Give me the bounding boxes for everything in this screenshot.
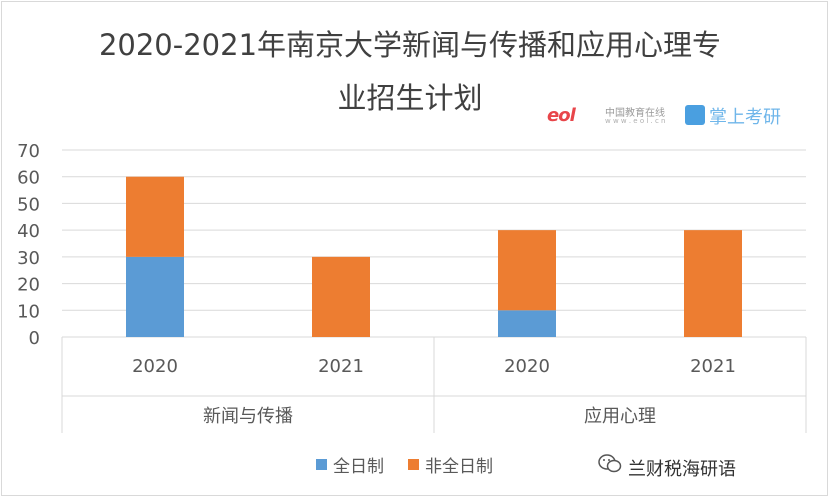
bar-full-time: [498, 310, 556, 337]
legend-item-full-time: 全日制: [316, 452, 384, 477]
y-tick-label: 30: [17, 248, 40, 269]
x-group-label: 新闻与传播: [203, 406, 293, 427]
x-category-label: 2021: [690, 356, 736, 377]
y-tick-label: 0: [29, 328, 40, 349]
bar-part-time: [684, 230, 742, 337]
eol-url: w w w . e o l . c n: [605, 117, 666, 125]
y-tick-label: 70: [17, 141, 40, 162]
graduation-cap-icon: [685, 105, 705, 125]
y-tick-label: 40: [17, 221, 40, 242]
watermark: 兰财税海研语: [598, 454, 736, 481]
chart-title-line2: 业招生计划: [337, 81, 483, 115]
legend-swatch-part-time: [408, 459, 419, 470]
x-group-label: 应用心理: [584, 406, 656, 427]
bar-part-time: [126, 176, 184, 257]
brand-text: 掌上考研: [709, 107, 781, 128]
eol-mark: eol: [547, 105, 576, 126]
watermark-text: 兰财税海研语: [628, 459, 736, 480]
bar-full-time: [126, 256, 184, 337]
legend-label-part-time: 非全日制: [425, 457, 493, 477]
x-category-label: 2021: [318, 356, 364, 377]
legend-item-part-time: 非全日制: [408, 452, 493, 477]
y-tick-label: 10: [17, 301, 40, 322]
y-tick-label: 60: [17, 168, 40, 189]
wechat-icon: [598, 454, 622, 473]
y-tick-label: 50: [17, 194, 40, 215]
legend: 全日制 非全日制: [316, 452, 493, 477]
bar-part-time: [498, 230, 556, 311]
x-category-label: 2020: [504, 356, 550, 377]
eol-text: 中国教育在线: [605, 108, 665, 119]
legend-label-full-time: 全日制: [333, 457, 384, 477]
x-category-label: 2020: [132, 356, 178, 377]
legend-swatch-full-time: [316, 459, 327, 470]
y-tick-label: 20: [17, 275, 40, 296]
chart-title-line1: 2020-2021年南京大学新闻与传播和应用心理专: [98, 28, 722, 62]
bar-part-time: [312, 256, 370, 337]
